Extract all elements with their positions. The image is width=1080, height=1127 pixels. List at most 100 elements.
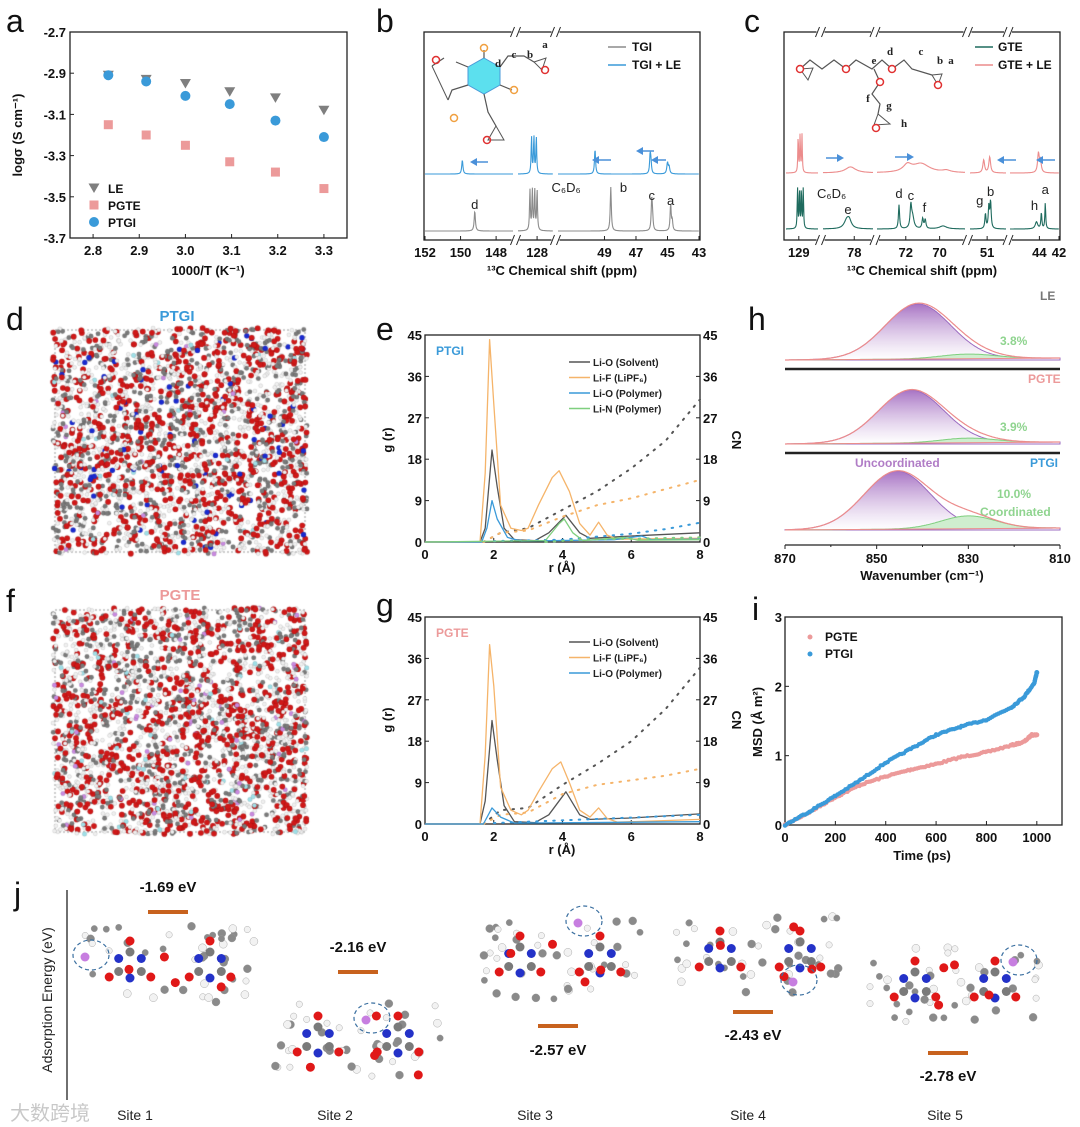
oxygen-atom xyxy=(736,962,746,972)
atom xyxy=(951,1001,959,1009)
j-molecule-site-4 xyxy=(673,912,843,997)
ring-atom xyxy=(136,954,146,963)
c-axis-break-mark xyxy=(962,26,967,38)
a-point-pgte xyxy=(103,120,113,130)
e-cn-li-o-polymer- xyxy=(492,521,701,543)
h-xtick-label: 870 xyxy=(774,551,796,566)
e-ytick-label: 18 xyxy=(408,452,422,467)
legend-tgi-le: TGI + LE xyxy=(632,58,681,72)
ptgi-md-snapshot xyxy=(45,318,315,558)
atom xyxy=(552,951,561,960)
c-shift-arrow-head xyxy=(1036,156,1043,164)
g-y2tick-label: 36 xyxy=(703,651,717,666)
ring-atom xyxy=(726,944,736,953)
oxygen-atom xyxy=(950,960,959,970)
epoxide-oxygen xyxy=(431,55,441,65)
atom xyxy=(240,990,250,999)
atom xyxy=(123,989,132,998)
oxygen-atom xyxy=(170,978,180,988)
e-rdf-li-o-solvent- xyxy=(425,449,701,543)
b-peak-label: d xyxy=(471,197,478,212)
atom xyxy=(276,1041,286,1050)
b-spectrum-tgi xyxy=(425,210,513,232)
i-ytick-label: 1 xyxy=(775,749,782,764)
c-peak-label: c xyxy=(908,188,915,203)
oxygen-atom xyxy=(931,992,941,1002)
a-ytick-label: -3.1 xyxy=(44,107,66,122)
a-point-le xyxy=(269,93,281,103)
a-xtick-label: 3.2 xyxy=(269,243,287,258)
ring-atom xyxy=(194,954,204,963)
atom xyxy=(612,917,621,926)
atom xyxy=(243,964,252,973)
atom xyxy=(204,993,213,1002)
atom xyxy=(929,984,938,994)
epoxide-rings xyxy=(431,57,547,141)
a-legend: LE PGTE PTGI xyxy=(108,182,141,230)
c-peak-label: C₆D₆ xyxy=(817,186,846,201)
atom xyxy=(563,984,573,994)
atom xyxy=(538,932,545,939)
atom xyxy=(347,1062,356,1071)
a-plot-frame xyxy=(69,31,348,239)
atom xyxy=(159,945,167,953)
atom xyxy=(357,1027,365,1035)
c-xtick-label: 72 xyxy=(899,245,913,260)
ring-atom xyxy=(404,1042,414,1051)
li-ion xyxy=(788,977,798,987)
atom xyxy=(228,924,238,933)
legend-gte: GTE xyxy=(998,40,1023,54)
gte-structure xyxy=(795,59,943,133)
ether-oxygen xyxy=(887,64,897,74)
panel-label-f: f xyxy=(6,583,15,619)
c-axis-break-mark xyxy=(1008,234,1014,246)
h-pct-pgte: 3.9% xyxy=(1000,420,1028,434)
atom xyxy=(929,1013,938,1022)
atom xyxy=(1031,976,1039,984)
gte-atom-label: h xyxy=(901,118,907,130)
carbonyl-oxygen xyxy=(449,113,459,123)
g-ytick-label: 36 xyxy=(408,651,422,666)
atom xyxy=(1028,1013,1038,1022)
oxygen-atom xyxy=(1011,992,1021,1002)
c-axis-break xyxy=(1004,30,1012,34)
atom xyxy=(728,927,738,936)
c-spectrum-gte-le xyxy=(822,166,873,174)
b-axis-break xyxy=(551,30,560,34)
e-legend-label: Li-O (Solvent) xyxy=(593,358,659,369)
b-spectrum-tgi-le xyxy=(518,135,553,175)
c-spectrum-gte xyxy=(1010,203,1059,230)
ether-oxygen xyxy=(933,80,943,90)
e-legend-label: Li-O (Polymer) xyxy=(593,389,662,400)
atom xyxy=(741,987,751,997)
b-axis-break xyxy=(511,238,520,242)
c-shift-arrow-head xyxy=(907,153,914,161)
b-axis-break-mark xyxy=(556,234,561,246)
ring-atom xyxy=(806,944,816,953)
h-uncoordinated-peak-pgte xyxy=(785,389,1061,445)
c-spectrum-gte-le xyxy=(877,162,965,173)
a-point-ptgi xyxy=(141,76,152,87)
atom xyxy=(966,983,975,992)
c-axis-break-mark xyxy=(815,26,820,38)
g-legend-label: Li-O (Polymer) xyxy=(593,669,662,680)
atom xyxy=(583,924,591,932)
legend-gte-le: GTE + LE xyxy=(998,58,1052,72)
atom xyxy=(563,948,573,957)
a-ytick-label: -3.5 xyxy=(44,190,66,205)
b-xtick-label: 47 xyxy=(629,245,643,260)
g-ylabel: g (r) xyxy=(380,707,395,732)
e-y2label: CN xyxy=(729,431,744,450)
atom xyxy=(335,1024,343,1032)
g-rdf-li-f-lipf- xyxy=(425,643,701,825)
ring-atom xyxy=(584,949,594,958)
gte-atom-label: a xyxy=(948,55,954,67)
b-shift-arrow-head xyxy=(470,158,477,166)
oxygen-atom xyxy=(515,931,525,941)
gte-bonds xyxy=(799,59,933,115)
h-xlabel: Wavenumber (cm⁻¹) xyxy=(860,568,983,583)
tgi-atom-label: c xyxy=(512,49,517,61)
b-plot-frame xyxy=(423,31,701,241)
e-y2tick-label: 36 xyxy=(703,369,717,384)
h-fit-envelope-pgte xyxy=(785,388,1060,445)
